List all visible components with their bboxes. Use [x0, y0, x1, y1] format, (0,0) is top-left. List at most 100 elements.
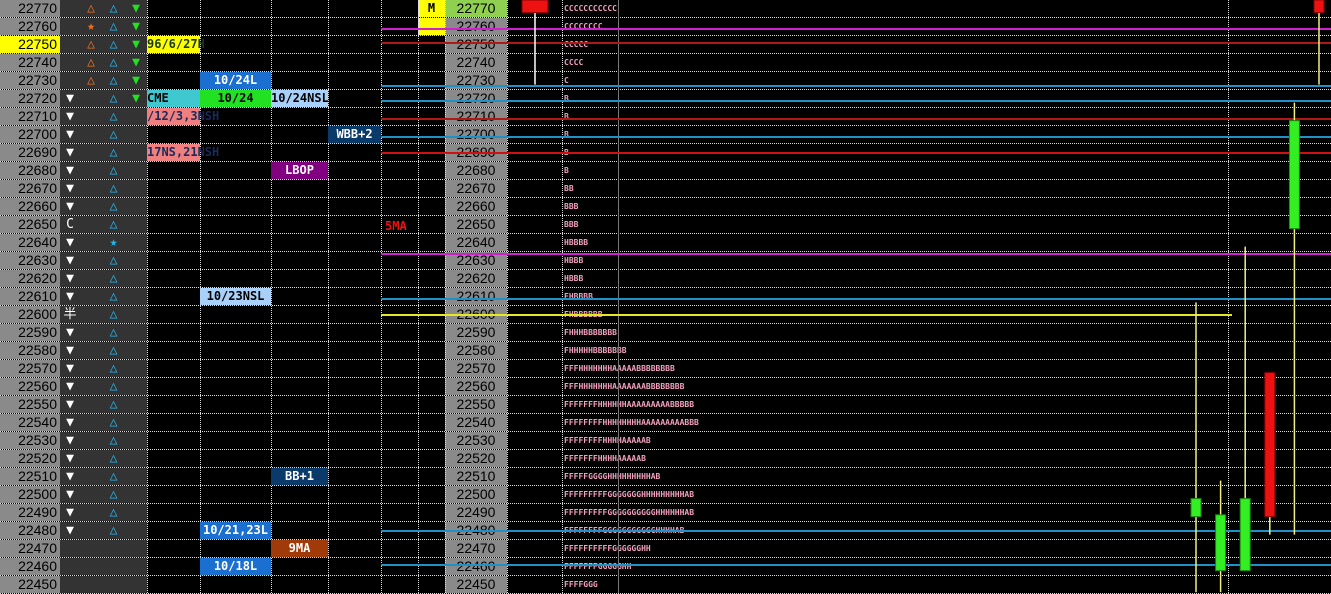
signal-cell-c3[interactable]	[102, 540, 125, 557]
signal-cell-c3[interactable]: △	[102, 144, 125, 161]
price-cell-center[interactable]: 22470	[445, 540, 507, 557]
signal-cell-c3[interactable]: △	[102, 18, 125, 35]
signal-cell-c4[interactable]	[125, 414, 147, 431]
level-tag[interactable]: 10/21,23L	[200, 522, 271, 539]
signal-cell-c4[interactable]	[125, 234, 147, 251]
signal-cell-c3[interactable]: △	[102, 162, 125, 179]
signal-cell-c4[interactable]: ▼	[125, 0, 147, 17]
signal-cell-c1[interactable]	[60, 576, 80, 593]
signal-cell-c4[interactable]: ▼	[125, 54, 147, 71]
signal-cell-c2[interactable]: ★	[80, 18, 102, 35]
price-cell-center[interactable]: 22580	[445, 342, 507, 359]
signal-cell-c2[interactable]	[80, 576, 102, 593]
price-cell-center[interactable]: 22720	[445, 90, 507, 107]
signal-cell-c4[interactable]	[125, 450, 147, 467]
signal-cell-c1[interactable]: ▼	[60, 522, 80, 539]
price-cell-center[interactable]: 22530	[445, 432, 507, 449]
level-tag[interactable]: LBOP	[271, 162, 328, 179]
price-cell[interactable]: 22650	[0, 216, 60, 233]
signal-cell-c1[interactable]: ▼	[60, 144, 80, 161]
signal-cell-c1[interactable]: ▼	[60, 126, 80, 143]
price-cell[interactable]: 22600	[0, 306, 60, 323]
signal-cell-c4[interactable]: ▼	[125, 18, 147, 35]
signal-cell-c2[interactable]	[80, 126, 102, 143]
signal-cell-c1[interactable]: ▼	[60, 396, 80, 413]
signal-cell-c4[interactable]	[125, 126, 147, 143]
price-cell-center[interactable]: 22740	[445, 54, 507, 71]
signal-cell-c4[interactable]	[125, 378, 147, 395]
price-cell-center[interactable]: 22730	[445, 72, 507, 89]
signal-cell-c1[interactable]: ▼	[60, 252, 80, 269]
signal-cell-c3[interactable]: △	[102, 252, 125, 269]
signal-cell-c3[interactable]: △	[102, 126, 125, 143]
price-cell-center[interactable]: 22760	[445, 18, 507, 35]
signal-cell-c1[interactable]	[60, 540, 80, 557]
signal-cell-c1[interactable]: ▼	[60, 180, 80, 197]
price-cell-center[interactable]: 22590	[445, 324, 507, 341]
signal-cell-c4[interactable]: ▼	[125, 90, 147, 107]
signal-cell-c4[interactable]	[125, 180, 147, 197]
signal-cell-c3[interactable]: △	[102, 180, 125, 197]
signal-cell-c2[interactable]	[80, 144, 102, 161]
signal-cell-c2[interactable]: △	[80, 54, 102, 71]
signal-cell-c4[interactable]	[125, 576, 147, 593]
price-cell-center[interactable]: 22650	[445, 216, 507, 233]
signal-cell-c2[interactable]	[80, 360, 102, 377]
price-cell-center[interactable]: 22660	[445, 198, 507, 215]
signal-cell-c2[interactable]	[80, 162, 102, 179]
price-cell[interactable]: 22630	[0, 252, 60, 269]
signal-cell-c3[interactable]: △	[102, 522, 125, 539]
price-cell[interactable]: 22470	[0, 540, 60, 557]
price-cell-center[interactable]: 22750	[445, 36, 507, 53]
signal-cell-c4[interactable]	[125, 486, 147, 503]
signal-cell-c1[interactable]: ▼	[60, 90, 80, 107]
level-tag[interactable]: BB+1	[271, 468, 328, 485]
signal-cell-c1[interactable]: ▼	[60, 360, 80, 377]
price-cell[interactable]: 22490	[0, 504, 60, 521]
signal-cell-c2[interactable]: △	[80, 72, 102, 89]
signal-cell-c2[interactable]	[80, 108, 102, 125]
level-tag[interactable]: 9MA	[271, 540, 328, 557]
price-cell-center[interactable]: 22490	[445, 504, 507, 521]
signal-cell-c1[interactable]: ▼	[60, 486, 80, 503]
price-cell[interactable]: 22500	[0, 486, 60, 503]
signal-cell-c1[interactable]: ▼	[60, 468, 80, 485]
signal-cell-c2[interactable]	[80, 450, 102, 467]
signal-cell-c1[interactable]: ▼	[60, 270, 80, 287]
signal-cell-c2[interactable]	[80, 504, 102, 521]
signal-cell-c4[interactable]	[125, 108, 147, 125]
price-cell[interactable]: 22750	[0, 36, 60, 53]
signal-cell-c4[interactable]	[125, 324, 147, 341]
signal-cell-c3[interactable]: △	[102, 216, 125, 233]
signal-cell-c1[interactable]	[60, 0, 80, 17]
price-cell[interactable]: 22520	[0, 450, 60, 467]
price-cell[interactable]: 22480	[0, 522, 60, 539]
signal-cell-c3[interactable]: △	[102, 504, 125, 521]
signal-cell-c1[interactable]	[60, 36, 80, 53]
signal-cell-c2[interactable]	[80, 180, 102, 197]
signal-cell-c1[interactable]: ▼	[60, 162, 80, 179]
signal-cell-c2[interactable]	[80, 486, 102, 503]
signal-cell-c4[interactable]	[125, 396, 147, 413]
signal-cell-c4[interactable]	[125, 522, 147, 539]
price-cell-center[interactable]: 22770	[445, 0, 507, 17]
signal-cell-c1[interactable]: ▼	[60, 414, 80, 431]
price-cell-center[interactable]: 22680	[445, 162, 507, 179]
price-cell[interactable]: 22740	[0, 54, 60, 71]
signal-cell-c4[interactable]	[125, 360, 147, 377]
price-cell-center[interactable]: 22620	[445, 270, 507, 287]
signal-cell-c1[interactable]: ▼	[60, 378, 80, 395]
price-cell-center[interactable]: 22560	[445, 378, 507, 395]
signal-cell-c3[interactable]: △	[102, 0, 125, 17]
price-cell[interactable]: 22570	[0, 360, 60, 377]
signal-cell-c2[interactable]	[80, 198, 102, 215]
price-cell-center[interactable]: 22640	[445, 234, 507, 251]
signal-cell-c1[interactable]: ▼	[60, 198, 80, 215]
level-tag[interactable]: 96/6/27H	[147, 36, 205, 53]
signal-cell-c3[interactable]: △	[102, 72, 125, 89]
signal-cell-c4[interactable]	[125, 144, 147, 161]
signal-cell-c1[interactable]	[60, 54, 80, 71]
signal-cell-c3[interactable]: △	[102, 486, 125, 503]
signal-cell-c2[interactable]	[80, 234, 102, 251]
signal-cell-c2[interactable]	[80, 396, 102, 413]
